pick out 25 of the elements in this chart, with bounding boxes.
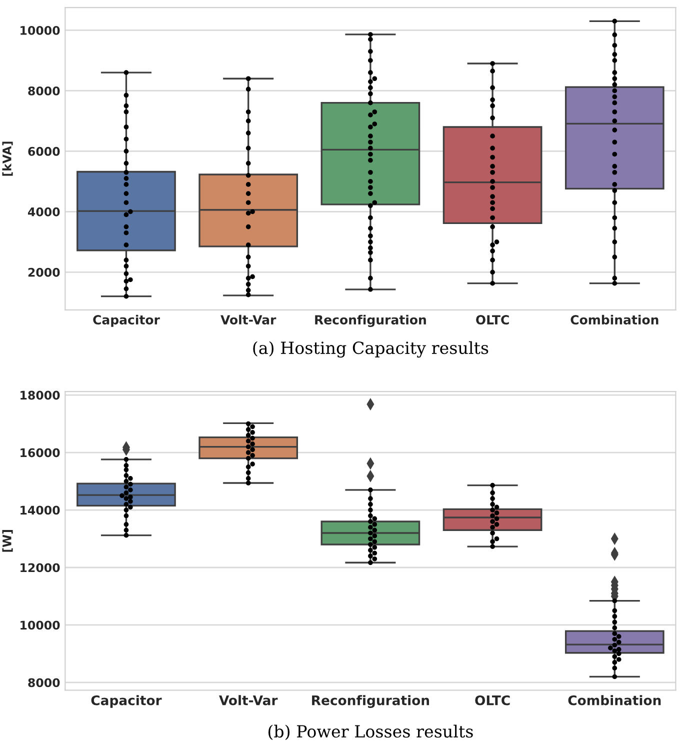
y-tick-label: 2000 <box>28 268 60 277</box>
x-tick-label: Capacitor <box>93 314 160 327</box>
x-tick-label: Reconfiguration <box>315 314 426 328</box>
y-tick-label: 18000 <box>20 390 60 400</box>
x-tick-label: Volt-Var <box>220 314 276 324</box>
y-tick-label: 10000 <box>20 620 60 630</box>
x-tick-label: OLTC <box>475 695 510 706</box>
text: (a) Hosting Capacity results <box>253 341 488 358</box>
y-tick-label: 8000 <box>28 678 60 688</box>
y-tick-label: 14000 <box>20 506 60 515</box>
y-tick-label: 10000 <box>20 26 60 35</box>
x-tick-label: Reconfiguration <box>312 695 430 708</box>
y-tick-label: 12000 <box>20 563 60 572</box>
x-tick-label: Volt-Var <box>219 695 278 706</box>
y-tick-label: 4000 <box>28 207 60 216</box>
text: (b) Power Losses results <box>268 724 473 740</box>
y-axis-title: [W] <box>2 530 13 552</box>
x-tick-label: OLTC <box>476 315 509 324</box>
x-tick-label: Combination <box>568 695 661 706</box>
y-axis-title: [kVA] <box>2 142 13 176</box>
y-tick-label: 8000 <box>28 86 60 96</box>
y-tick-label: 6000 <box>28 146 60 156</box>
x-tick-label: Capacitor <box>91 695 162 708</box>
y-tick-label: 16000 <box>20 448 60 458</box>
x-tick-label: Combination <box>570 314 658 324</box>
